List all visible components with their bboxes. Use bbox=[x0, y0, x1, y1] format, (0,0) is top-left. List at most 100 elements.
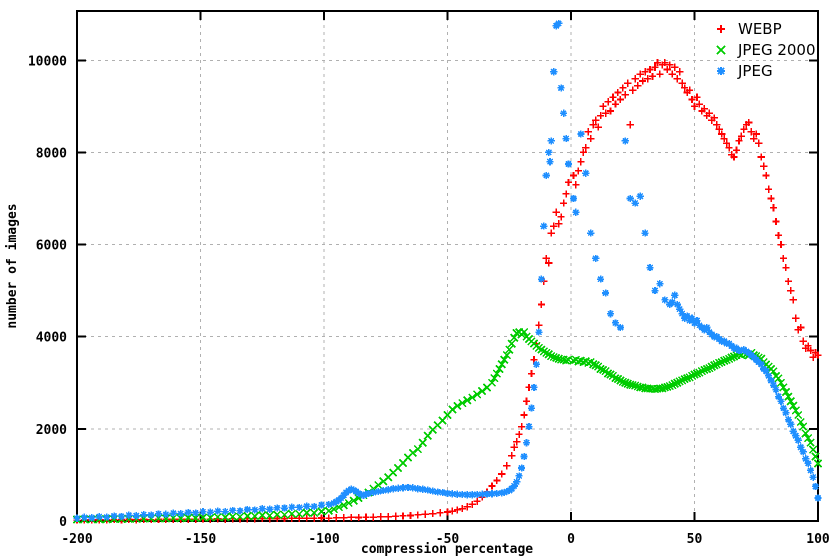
x-tick-label: -50 bbox=[436, 532, 460, 547]
plus-marker bbox=[787, 287, 795, 295]
plus-marker bbox=[799, 337, 807, 345]
cross-marker bbox=[477, 386, 487, 396]
asterisk-marker bbox=[206, 508, 214, 516]
plus-marker bbox=[550, 222, 558, 230]
cross-marker bbox=[623, 379, 632, 388]
y-tick-label: 4000 bbox=[36, 331, 67, 346]
plus-marker bbox=[648, 72, 657, 81]
asterisk-marker bbox=[661, 296, 669, 304]
plus-marker bbox=[690, 102, 699, 110]
cross-marker bbox=[791, 406, 800, 415]
cross-marker bbox=[502, 350, 511, 360]
cross-marker bbox=[806, 438, 815, 447]
plus-marker bbox=[619, 84, 627, 92]
plus-marker bbox=[392, 512, 400, 520]
cross-marker bbox=[505, 345, 514, 354]
cross-marker bbox=[589, 360, 598, 369]
asterisk-marker bbox=[530, 383, 538, 391]
asterisk-marker bbox=[95, 513, 103, 521]
asterisk-marker bbox=[399, 484, 407, 492]
plus-marker bbox=[545, 259, 553, 267]
plus-marker bbox=[700, 105, 708, 113]
cross-marker bbox=[507, 339, 516, 348]
cross-marker bbox=[272, 510, 282, 519]
plus-marker bbox=[513, 438, 521, 446]
plus-marker bbox=[755, 139, 763, 147]
plus-marker bbox=[715, 125, 723, 134]
plus-marker bbox=[732, 146, 741, 154]
asterisk-marker bbox=[515, 472, 523, 480]
plus-marker bbox=[332, 514, 340, 522]
asterisk-marker bbox=[782, 409, 790, 417]
plus-marker bbox=[621, 91, 629, 99]
plus-marker bbox=[473, 497, 481, 505]
asterisk-marker bbox=[191, 509, 200, 517]
cross-marker bbox=[198, 513, 208, 522]
asterisk-marker bbox=[532, 360, 541, 368]
asterisk-marker bbox=[364, 489, 373, 497]
plus-marker bbox=[629, 86, 637, 94]
plus-marker bbox=[362, 513, 370, 521]
cross-marker bbox=[702, 364, 712, 374]
plus-marker bbox=[643, 75, 652, 83]
plus-marker bbox=[671, 63, 679, 71]
asterisk-marker bbox=[582, 169, 590, 177]
plus-marker bbox=[574, 167, 583, 175]
cross-marker bbox=[206, 513, 215, 522]
cross-marker bbox=[665, 381, 674, 391]
y-tick-label: 8000 bbox=[36, 146, 67, 161]
cross-marker bbox=[512, 328, 521, 338]
asterisk-marker bbox=[545, 148, 553, 157]
plus-marker bbox=[582, 144, 590, 152]
plus-marker bbox=[641, 68, 649, 76]
cross-marker bbox=[716, 45, 726, 55]
plus-marker bbox=[463, 503, 471, 511]
plus-marker bbox=[735, 137, 743, 145]
asterisk-marker bbox=[809, 473, 817, 481]
asterisk-marker bbox=[587, 229, 595, 237]
plus-marker bbox=[592, 116, 600, 124]
cross-marker bbox=[490, 374, 499, 383]
asterisk-marker bbox=[641, 229, 649, 237]
cross-marker bbox=[243, 511, 252, 521]
plot-frame bbox=[76, 10, 819, 522]
legend-label-jpeg-2000: JPEG 2000 bbox=[737, 41, 816, 59]
plus-marker bbox=[792, 314, 800, 322]
asterisk-marker bbox=[140, 510, 148, 519]
plus-marker bbox=[369, 513, 377, 521]
asterisk-marker bbox=[626, 194, 634, 203]
cross-marker bbox=[700, 365, 709, 375]
asterisk-marker bbox=[547, 137, 555, 145]
cross-marker bbox=[468, 393, 477, 402]
asterisk-marker bbox=[772, 386, 780, 394]
asterisk-marker bbox=[636, 192, 644, 200]
asterisk-marker bbox=[542, 171, 550, 180]
asterisk-marker bbox=[303, 502, 311, 510]
asterisk-marker bbox=[616, 323, 624, 332]
asterisk-marker bbox=[177, 510, 185, 518]
cross-marker bbox=[722, 355, 731, 364]
asterisk-marker bbox=[550, 68, 558, 76]
plus-marker bbox=[303, 514, 311, 522]
asterisk-marker bbox=[429, 487, 437, 495]
cross-marker bbox=[453, 401, 462, 410]
asterisk-marker bbox=[184, 508, 192, 517]
plus-marker bbox=[310, 514, 318, 522]
plus-marker bbox=[515, 430, 523, 438]
legend: WEBP JPEG 2000 JPEG bbox=[716, 20, 816, 80]
asterisk-marker bbox=[229, 506, 237, 515]
cross-marker bbox=[497, 360, 507, 369]
asterisk-marker bbox=[799, 448, 807, 456]
cross-marker bbox=[295, 509, 304, 519]
plus-marker bbox=[750, 135, 758, 143]
asterisk-marker bbox=[564, 160, 573, 168]
asterisk-marker bbox=[295, 503, 303, 512]
plus-marker bbox=[468, 500, 476, 509]
cross-marker bbox=[774, 374, 783, 383]
legend-label-webp: WEBP bbox=[738, 20, 782, 38]
asterisk-marker bbox=[384, 486, 392, 494]
plus-marker bbox=[673, 75, 681, 83]
plus-marker bbox=[685, 86, 694, 94]
plus-marker bbox=[547, 229, 555, 237]
plus-marker bbox=[429, 510, 437, 518]
